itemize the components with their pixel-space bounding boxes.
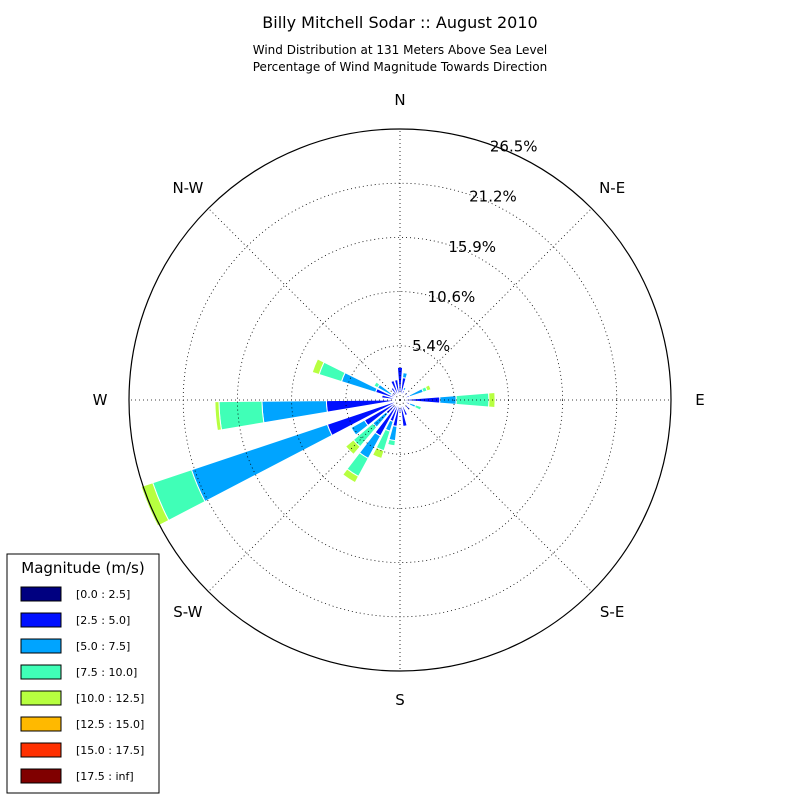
grid-spoke-S-W (208, 399, 401, 592)
polar-frame (128, 128, 672, 672)
bar-segment-dir-247-bin-4 (140, 482, 170, 527)
bar-segment-dir-338-bin-1 (390, 379, 400, 398)
legend-swatch-1 (20, 612, 62, 628)
legend-swatch-0 (20, 586, 62, 602)
direction-label-e: E (695, 391, 704, 409)
ring-label-1: 5.4% (412, 337, 450, 355)
legend-label-3: [7.5 : 10.0] (76, 666, 137, 679)
direction-label-n-w: N-W (172, 179, 203, 197)
grid-ring-3 (236, 236, 564, 564)
legend-swatch-5 (20, 716, 62, 732)
legend-label-2: [5.0 : 7.5] (76, 640, 130, 653)
grid-spoke-N-W (208, 208, 401, 401)
direction-label-s-w: S-W (173, 603, 202, 621)
legend-label-5: [12.5 : 15.0] (76, 718, 144, 731)
legend-swatch-4 (20, 690, 62, 706)
bar-segment-dir-11-bin-2 (401, 372, 408, 379)
polar-labels: N N-E E S-E S S-W W N-W 5.4% 10.6% 15.9% 21.2% 26.5% (93, 91, 705, 709)
bar-segment-dir-0-bin-1 (396, 366, 404, 395)
legend-label-1: [2.5 : 5.0] (76, 614, 130, 627)
wind-bars (140, 358, 496, 527)
direction-label-n: N (394, 91, 405, 109)
bar-segment-dir-157-bin-1 (400, 402, 409, 417)
bar-segment-dir-326-bin-1 (390, 386, 399, 398)
chart-subtitle-line-2: Percentage of Wind Magnitude Towards Dir… (253, 60, 547, 74)
bar-segment-dir-281-bin-1 (381, 394, 397, 401)
direction-label-s: S (395, 691, 405, 709)
bar-segment-dir-90-bin-1 (403, 396, 441, 404)
bar-segment-dir-90-bin-4 (488, 392, 496, 408)
bar-segment-dir-213-bin-4 (342, 468, 360, 484)
bar-segment-dir-292-bin-4 (311, 358, 325, 376)
bar-segment-dir-265-bin-3 (218, 400, 265, 431)
legend-swatch-7 (20, 768, 62, 784)
bar-segment-dir-112-bin-3 (413, 404, 423, 411)
bar-segment-dir-67-bin-2 (408, 387, 424, 398)
bar-segment-dir-169-bin-1 (399, 403, 408, 427)
bar-segment-dir-22-bin-2 (402, 386, 407, 392)
direction-label-s-e: S-E (600, 603, 624, 621)
bar-segment-dir-225-bin-4 (344, 439, 361, 456)
legend-items: [0.0 : 2.5] [2.5 : 5.0] [5.0 : 7.5] [7.5 : … (20, 586, 144, 784)
ring-label-5: 26.5% (490, 138, 538, 156)
bar-segment-dir-247-bin-2 (190, 423, 333, 503)
bar-segment-dir-265-bin-4 (214, 401, 223, 432)
legend-label-4: [10.0 : 12.5] (76, 692, 144, 705)
bar-segment-dir-349-bin-1 (393, 379, 401, 397)
ring-label-2: 10.6% (428, 288, 476, 306)
chart-title: Billy Mitchell Sodar :: August 2010 (262, 13, 537, 32)
legend: Magnitude (m/s) [0.0 : 2.5] [2.5 : 5.0] [5… (6, 553, 160, 794)
legend-title: Magnitude (m/s) (21, 559, 144, 577)
legend-label-0: [0.0 : 2.5] (76, 588, 130, 601)
bar-segment-dir-191-bin-3 (387, 438, 396, 447)
legend-swatch-3 (20, 664, 62, 680)
ring-label-3: 15.9% (448, 238, 496, 256)
chart-subtitle-line-1: Wind Distribution at 131 Meters Above Se… (253, 43, 548, 57)
legend-swatch-6 (20, 742, 62, 758)
bar-segment-dir-265-bin-2 (261, 400, 328, 424)
direction-label-w: W (93, 391, 108, 409)
legend-label-6: [15.0 : 17.5] (76, 744, 144, 757)
grid-ring-1 (345, 345, 455, 455)
bar-segment-dir-202-bin-4 (371, 446, 385, 460)
ring-label-4: 21.2% (469, 188, 517, 206)
polar-grid (129, 129, 671, 671)
bar-segment-dir-303-bin-3 (373, 381, 381, 389)
direction-label-n-e: N-E (599, 179, 625, 197)
legend-label-7: [17.5 : inf] (76, 770, 134, 783)
grid-spoke-S-E (399, 399, 592, 592)
bar-segment-dir-67-bin-4 (424, 384, 432, 392)
legend-swatch-2 (20, 638, 62, 654)
